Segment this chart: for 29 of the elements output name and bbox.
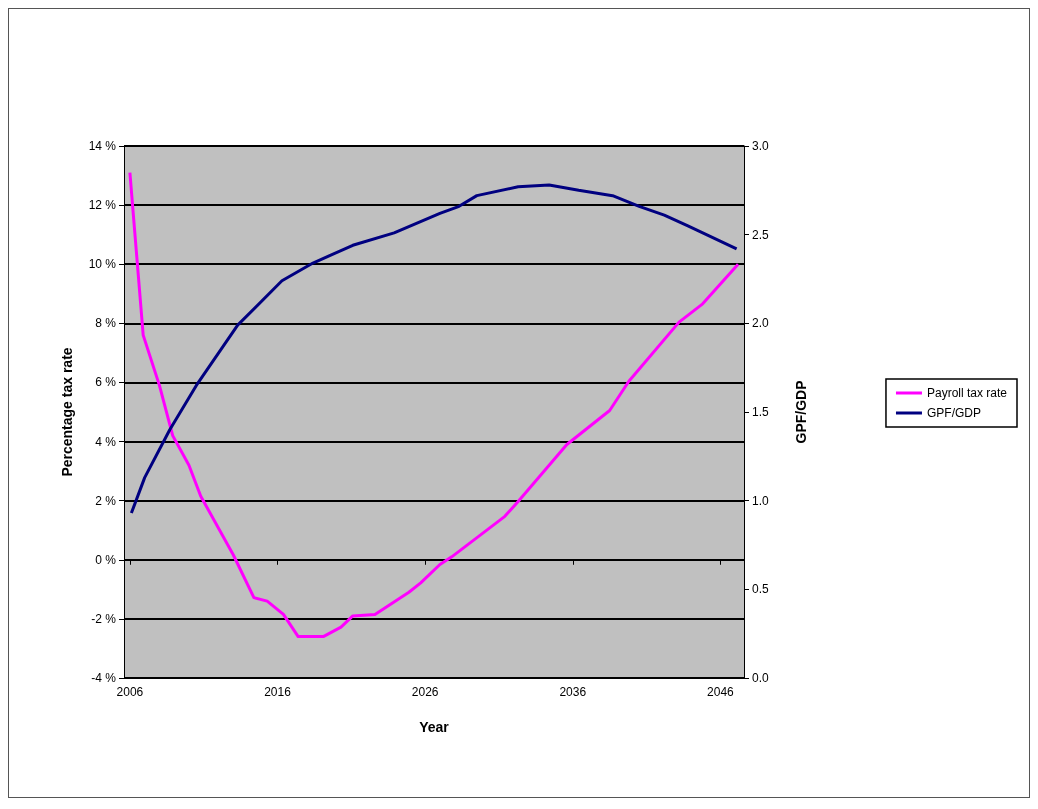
y2-tick-label: 0.0 [752,671,770,685]
y-tick-label: -4 % [91,671,117,685]
y-tick-label: 2 % [95,493,117,508]
line-series [129,183,739,515]
y2-tick-label: 3.0 [752,139,770,153]
y2-tick-label: 0.5 [752,582,770,597]
y-tick-label: 14 % [88,139,117,153]
y-tick-label: -2 % [91,611,117,626]
y-tick-label: 12 % [88,198,117,213]
y-tick-label: 4 % [95,434,117,449]
y-tick-label: 8 % [95,316,117,331]
legend-label: Payroll tax rate [926,386,1008,400]
line-series [128,171,740,639]
x-tick-label: 2046 [707,685,735,699]
x-axis-title: Year [419,719,450,735]
y-tick-label: 0 % [95,552,117,567]
y2-tick-label: 1.5 [752,405,770,419]
y2-axis-title: GPF/GDP [793,380,809,444]
y-tick-label: 10 % [88,257,117,272]
y2-tick-label: 1.0 [752,493,770,508]
x-tick-label: 2026 [411,685,439,699]
y2-tick-label: 2.5 [752,227,770,242]
x-tick-label: 2016 [264,685,292,699]
y-axis-title: Percentage tax rate [59,347,75,477]
y-tick-label: 6 % [95,375,117,390]
legend-label: GPF/GDP [926,406,981,420]
x-tick-label: 2006 [116,685,144,699]
y2-tick-label: 2.0 [752,316,770,331]
x-tick-label: 2036 [559,685,587,699]
